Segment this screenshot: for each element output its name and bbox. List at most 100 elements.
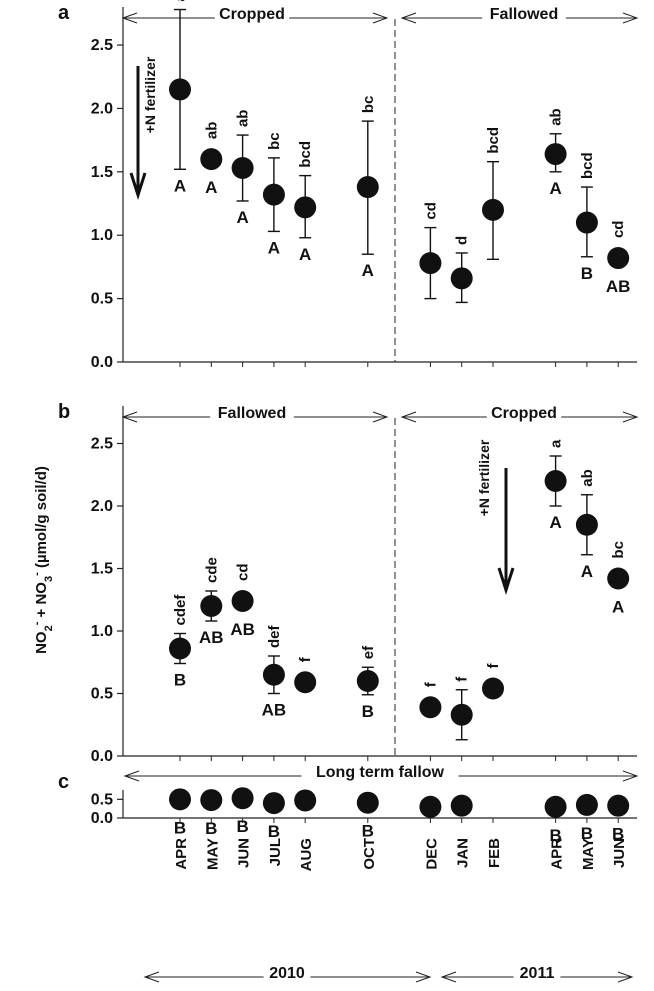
period-label-bg xyxy=(301,762,459,782)
period-arrow-head-left xyxy=(123,770,140,782)
significance-letter-upper: B xyxy=(362,702,374,721)
year-arrow-2-head-right xyxy=(617,971,634,983)
fertilizer-arrow-head xyxy=(497,567,515,595)
marker xyxy=(450,794,473,817)
period-arrow-1-head-left xyxy=(121,411,138,423)
data-point: B xyxy=(200,789,223,838)
data-point: f xyxy=(482,663,504,700)
period-label-1-bg xyxy=(214,4,290,24)
data-point: cde AB xyxy=(199,557,224,647)
significance-letter-lower: bcd xyxy=(297,141,314,168)
period-label-2: Fallowed xyxy=(490,6,558,23)
marker xyxy=(262,663,285,686)
significance-letter-lower: cdef xyxy=(172,594,189,626)
data-point: aA xyxy=(544,439,567,532)
period-label-1: Fallowed xyxy=(218,405,286,422)
data-point: bcd xyxy=(482,127,504,261)
significance-letter-upper: A xyxy=(299,245,311,264)
significance-letter-upper: A xyxy=(174,176,186,195)
significance-letter-lower: bcd xyxy=(485,127,502,154)
data-point: f xyxy=(450,676,473,741)
data-point: B xyxy=(544,795,567,845)
significance-letter-upper: A xyxy=(581,562,593,581)
marker xyxy=(575,793,598,816)
period-arrow-2-head-right xyxy=(622,12,639,24)
y-tick-label: 0.5 xyxy=(91,686,113,703)
data-point: B xyxy=(356,791,379,841)
year-arrow-2-head-left xyxy=(440,971,457,983)
significance-letter-lower: def xyxy=(266,624,283,648)
period-arrow-2-head-left xyxy=(400,411,417,423)
marker xyxy=(356,176,379,199)
marker xyxy=(231,157,254,180)
data-point: aA xyxy=(169,0,191,195)
significance-letter-upper: A xyxy=(205,178,217,197)
year-label-1-bg xyxy=(263,963,311,983)
y-axis-label-part: + NO xyxy=(33,582,50,622)
marker xyxy=(169,788,191,811)
marker xyxy=(294,789,317,812)
significance-letter-lower: cd xyxy=(422,202,439,220)
fertilizer-label: +N fertilizer xyxy=(476,439,492,516)
period-label-2: Cropped xyxy=(491,405,557,422)
significance-letter-lower: bc xyxy=(266,132,283,150)
marker xyxy=(575,211,598,234)
significance-letter-upper: A xyxy=(362,261,374,280)
significance-letter-lower: f xyxy=(485,663,502,669)
significance-letter-upper: A xyxy=(612,598,624,617)
period-label-2-bg xyxy=(486,403,562,423)
significance-letter-upper: AB xyxy=(199,628,224,647)
data-point: bcd B xyxy=(575,152,598,283)
y-axis-label-part: 3 xyxy=(43,576,55,582)
significance-letter-lower: bcd xyxy=(579,152,596,179)
data-point: ef B xyxy=(356,645,379,721)
y-tick-label: 0.0 xyxy=(91,810,113,827)
marker xyxy=(544,143,567,166)
significance-letter-upper: A xyxy=(268,238,280,257)
significance-letter-upper: B xyxy=(174,671,186,690)
period-label-2-bg xyxy=(482,4,566,24)
significance-letter-lower: ef xyxy=(360,645,377,659)
data-point: bc A xyxy=(356,96,379,280)
y-axis-label-part: - xyxy=(31,572,43,576)
significance-letter-lower: cd xyxy=(610,221,627,239)
period-label: Long term fallow xyxy=(316,764,445,781)
data-point: ab A xyxy=(544,108,567,198)
fertilizer-arrow-head xyxy=(129,172,147,200)
marker xyxy=(544,470,567,492)
panel-label-b: b xyxy=(58,401,70,423)
data-point: cd xyxy=(419,202,442,300)
marker xyxy=(231,787,254,810)
marker xyxy=(607,794,630,817)
y-tick-label: 0.0 xyxy=(91,748,113,765)
significance-letter-upper: B xyxy=(581,824,593,843)
y-tick-label: 2.0 xyxy=(91,100,113,117)
y-axis-label-part: 2 xyxy=(43,625,55,631)
y-tick-label: 1.5 xyxy=(91,164,113,181)
significance-letter-upper: B xyxy=(581,264,593,283)
marker xyxy=(419,795,442,818)
marker xyxy=(450,267,473,290)
marker xyxy=(419,252,442,275)
marker xyxy=(200,148,223,171)
panel-a: 0.0 0.5 1.0 1.5 2.0 2.5 a Cropped Fallowed +N fer… xyxy=(58,0,639,371)
marker xyxy=(262,183,285,206)
marker xyxy=(231,590,254,612)
significance-letter-upper: B xyxy=(205,819,217,838)
period-label-1-bg xyxy=(210,403,294,423)
significance-letter-upper: B xyxy=(612,825,624,844)
y-tick-label: 2.0 xyxy=(91,498,113,515)
month-label: JAN xyxy=(455,838,472,868)
marker xyxy=(262,792,285,815)
year-label-2-bg xyxy=(513,963,561,983)
significance-letter-lower: f xyxy=(297,656,314,662)
fertilizer-label: +N fertilizer xyxy=(142,56,158,133)
significance-letter-lower: ab xyxy=(548,108,565,126)
data-point: f xyxy=(419,681,442,719)
marker xyxy=(482,677,504,700)
y-tick-label: 2.5 xyxy=(91,37,113,54)
period-label-1: Cropped xyxy=(219,6,285,23)
data-point: B xyxy=(169,788,191,837)
data-point: bcd A xyxy=(294,141,317,264)
